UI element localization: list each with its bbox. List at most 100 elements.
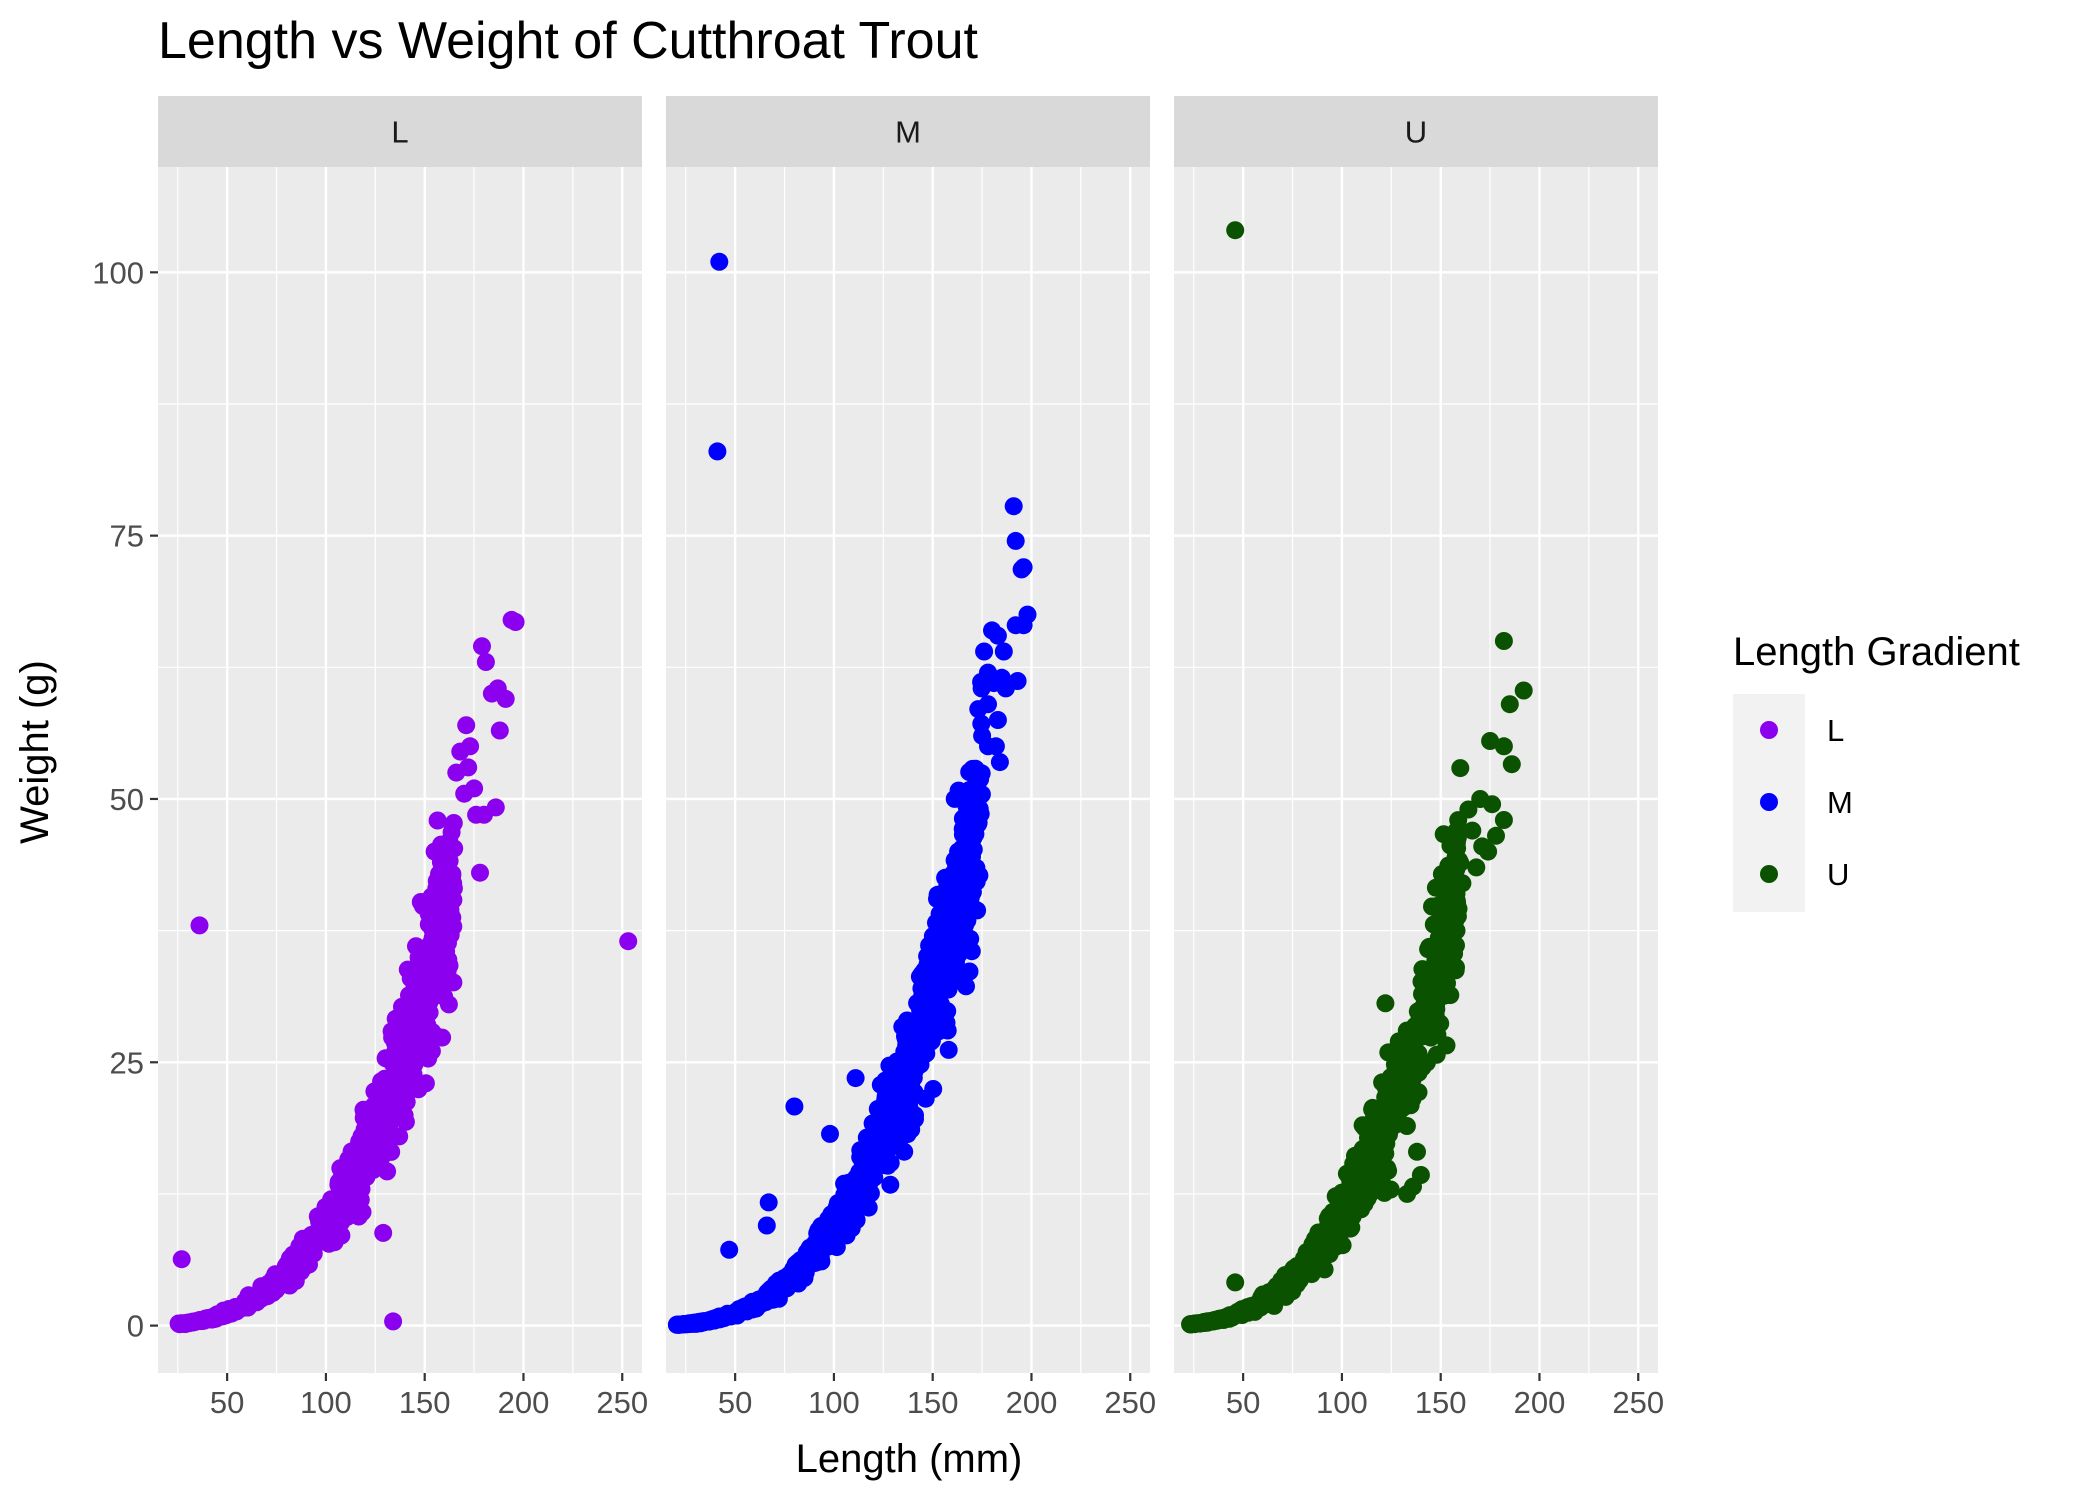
data-point <box>1398 1184 1417 1203</box>
data-point <box>1481 732 1500 750</box>
data-point <box>975 642 994 661</box>
data-point <box>988 626 1007 645</box>
facet-strip <box>666 96 1150 167</box>
legend-title: Length Gradient <box>1733 630 2020 674</box>
data-point <box>1382 1068 1401 1087</box>
legend-label: U <box>1827 857 1849 892</box>
data-point <box>835 1209 854 1228</box>
data-point <box>490 721 509 740</box>
data-point <box>374 1223 393 1242</box>
legend-label: L <box>1827 713 1844 748</box>
data-point <box>457 716 476 735</box>
data-point <box>1500 695 1519 714</box>
data-point <box>785 1097 804 1116</box>
data-point <box>939 1040 958 1059</box>
data-point <box>1226 221 1245 240</box>
data-point <box>1451 759 1470 778</box>
data-point <box>416 1074 435 1093</box>
data-point <box>667 1315 686 1334</box>
data-point <box>1446 848 1465 867</box>
x-tick-label: 200 <box>1006 1385 1058 1420</box>
data-point <box>1369 1180 1388 1199</box>
data-point <box>476 653 495 671</box>
data-point <box>619 932 638 951</box>
legend-key-u <box>1760 865 1778 883</box>
x-tick-label: 200 <box>1514 1385 1566 1420</box>
data-point <box>902 1120 921 1139</box>
panel-background <box>666 167 1150 1373</box>
x-tick-label: 250 <box>1612 1385 1664 1420</box>
data-point <box>1436 908 1455 927</box>
data-point <box>1334 1220 1352 1239</box>
data-point <box>1408 1142 1426 1161</box>
data-point <box>443 816 462 835</box>
data-point <box>994 642 1013 661</box>
data-point <box>958 848 977 867</box>
data-point <box>346 1171 365 1190</box>
x-tick-label: 150 <box>399 1385 451 1420</box>
data-point <box>329 1186 348 1205</box>
data-point <box>720 1240 739 1259</box>
facet-strip-label: U <box>1405 115 1427 150</box>
data-point <box>1447 884 1466 903</box>
data-point <box>1487 826 1505 845</box>
data-point <box>895 1142 914 1161</box>
data-point <box>304 1233 323 1251</box>
points-u <box>1181 221 1533 1334</box>
panel-u: U 50 100 150 200 250 <box>1174 96 1664 1420</box>
data-point <box>451 742 470 761</box>
data-point <box>346 1187 365 1206</box>
legend-key-m <box>1760 793 1778 811</box>
data-point <box>267 1266 286 1285</box>
data-point <box>871 1075 890 1094</box>
data-point <box>1004 497 1023 516</box>
data-point <box>1447 921 1466 940</box>
data-point <box>1006 531 1025 550</box>
points-l <box>169 610 638 1334</box>
data-point <box>427 948 446 966</box>
data-point <box>340 1151 359 1170</box>
data-point <box>1494 811 1513 829</box>
data-point <box>172 1250 191 1269</box>
points-m <box>667 252 1037 1334</box>
data-point <box>1217 1309 1236 1328</box>
data-point <box>852 1167 871 1185</box>
data-point <box>475 805 493 824</box>
data-point <box>958 881 977 900</box>
data-point <box>718 1305 737 1324</box>
data-point <box>1352 1170 1370 1188</box>
data-point <box>888 1092 907 1111</box>
data-point <box>1463 821 1482 840</box>
data-point <box>935 965 954 984</box>
data-point <box>826 1231 845 1250</box>
data-point <box>757 1216 776 1235</box>
data-point <box>455 784 474 803</box>
data-point <box>396 1021 414 1040</box>
data-point <box>881 1153 900 1172</box>
data-point <box>375 1091 394 1110</box>
data-point <box>293 1251 312 1270</box>
data-point <box>1432 865 1451 884</box>
data-point <box>380 1115 399 1134</box>
data-point <box>938 890 957 909</box>
data-point <box>1332 1206 1351 1225</box>
data-point <box>439 837 458 856</box>
x-tick-label: 150 <box>1415 1385 1467 1420</box>
x-tick-label: 250 <box>1104 1385 1156 1420</box>
data-point <box>389 1065 408 1084</box>
data-point <box>881 1106 900 1125</box>
data-point <box>1006 616 1025 635</box>
data-point <box>1280 1265 1298 1284</box>
data-point <box>1473 837 1492 856</box>
data-point <box>195 1309 214 1328</box>
x-tick-label: 250 <box>596 1385 648 1420</box>
data-point <box>1447 958 1465 977</box>
data-point <box>960 962 979 981</box>
data-point <box>1189 1314 1207 1333</box>
data-point <box>979 695 997 714</box>
data-point <box>692 1313 711 1332</box>
data-point <box>1494 737 1513 756</box>
x-tick-label: 50 <box>210 1385 244 1420</box>
